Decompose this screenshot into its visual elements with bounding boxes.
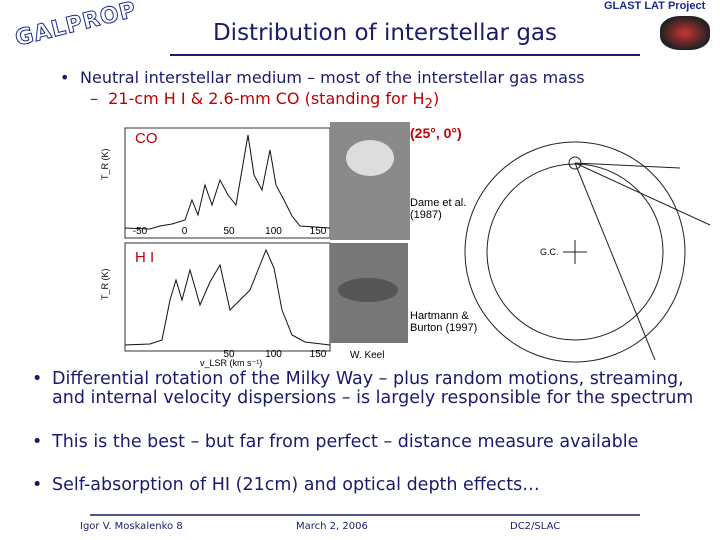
arrow xyxy=(574,162,681,169)
y-label: T_R (K) xyxy=(100,268,110,300)
x-tick-label: 150 xyxy=(310,226,327,237)
galaxy-circle xyxy=(464,141,686,363)
project: GLAST LAT Project xyxy=(604,0,706,12)
title-rule xyxy=(170,54,640,56)
bullet-text: Differential rotation of the Milky Way –… xyxy=(52,369,694,408)
dish xyxy=(338,278,398,302)
sightline xyxy=(574,162,656,361)
bullet-text: Self-absorption of HI (21cm) and optical… xyxy=(52,475,540,495)
text: ) xyxy=(432,89,440,108)
footer-place: DC2/SLAC xyxy=(510,521,561,532)
co-spectrum xyxy=(124,134,331,230)
bullet: • Neutral interstellar medium – most of t… xyxy=(60,68,585,87)
direction: (25°, 0°) xyxy=(410,125,462,141)
x-tick-label: 100 xyxy=(265,349,282,360)
bullet: • Self-absorption of HI (21cm) and optica… xyxy=(32,475,540,495)
bullet: • This is the best – but far from perfect… xyxy=(32,432,639,452)
hi-label: H I xyxy=(135,249,154,266)
credit-text: Dame et al. (1987) xyxy=(410,197,467,221)
bullet-text: Neutral interstellar medium – most of th… xyxy=(80,68,585,87)
credit: Hartmann & Burton (1997) xyxy=(410,310,478,334)
bullet-text: This is the best – but far from perfect … xyxy=(52,432,639,452)
dish xyxy=(346,140,394,176)
text: 21-cm H I & 2.6-mm CO (standing for H xyxy=(108,89,425,108)
gc-label: G.C. xyxy=(540,247,559,257)
subscript: 2 xyxy=(424,97,433,113)
footer-author: Igor V. Moskalenko 8 xyxy=(80,521,183,532)
credit-text: Hartmann & Burton (1997) xyxy=(410,310,478,334)
x-tick-label: 0 xyxy=(182,226,188,237)
x-tick-label: 50 xyxy=(223,349,235,360)
hi-spectrum xyxy=(124,248,331,346)
x-tick-label: 50 xyxy=(223,226,235,237)
bullet: • Differential rotation of the Milky Way … xyxy=(32,369,694,408)
x-tick-label: 100 xyxy=(265,226,282,237)
x-tick-label: -50 xyxy=(133,226,148,237)
photo-credit: W. Keel xyxy=(350,350,384,361)
sub-bullet: – 21-cm H I & 2.6-mm CO (standing for H2… xyxy=(90,89,440,113)
co-label: CO xyxy=(135,130,158,147)
credit: Dame et al. (1987) xyxy=(410,197,467,221)
photo-co xyxy=(330,122,410,240)
title: Distribution of interstellar gas xyxy=(212,20,558,46)
y-label: T_R (K) xyxy=(100,148,110,180)
footer-date: March 2, 2006 xyxy=(296,521,368,532)
x-label: v_LSR (km s⁻¹) xyxy=(200,358,262,368)
x-tick-label: 150 xyxy=(310,349,327,360)
sightline xyxy=(574,162,711,226)
logo-image xyxy=(660,16,710,50)
